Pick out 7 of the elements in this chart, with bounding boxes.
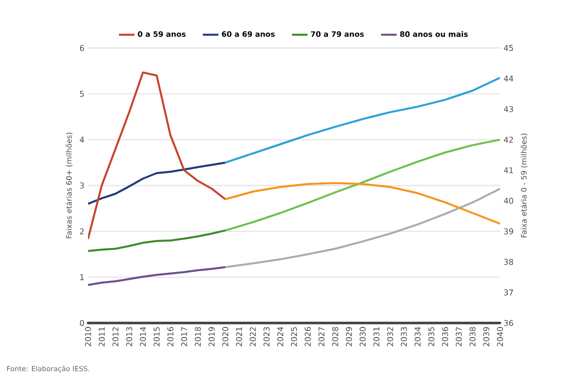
line-series: [224, 138, 500, 232]
line-series: [224, 182, 500, 225]
line-series: [88, 229, 226, 252]
line-series: [88, 71, 226, 240]
line-series: [88, 162, 226, 205]
line-series: [224, 188, 500, 268]
line-series: [224, 76, 500, 164]
